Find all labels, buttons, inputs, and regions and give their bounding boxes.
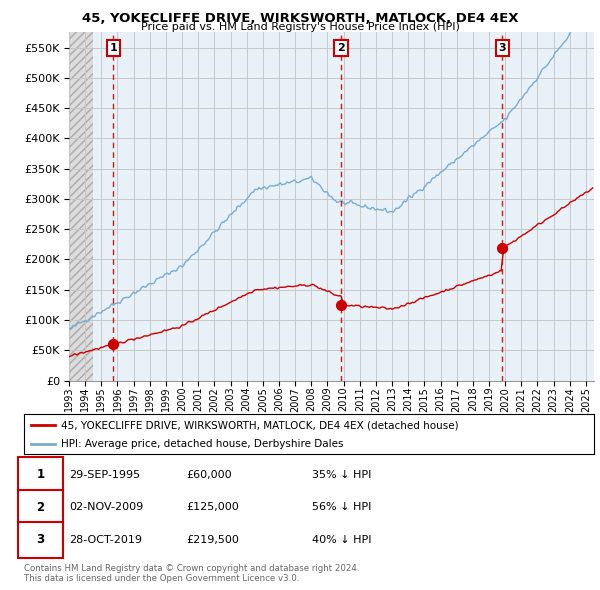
Bar (69, 32, 93, 381)
Text: 3: 3 (37, 533, 44, 546)
Text: 02-NOV-2009: 02-NOV-2009 (69, 503, 143, 512)
Text: 2: 2 (37, 501, 44, 514)
Text: 45, YOKECLIFFE DRIVE, WIRKSWORTH, MATLOCK, DE4 4EX: 45, YOKECLIFFE DRIVE, WIRKSWORTH, MATLOC… (82, 12, 518, 25)
Point (497, 243, 507, 253)
Text: Contains HM Land Registry data © Crown copyright and database right 2024.
This d: Contains HM Land Registry data © Crown c… (24, 563, 359, 583)
Text: 56% ↓ HPI: 56% ↓ HPI (312, 503, 371, 512)
Text: 40% ↓ HPI: 40% ↓ HPI (312, 535, 371, 545)
Text: 3: 3 (499, 43, 506, 53)
Text: £60,000: £60,000 (186, 470, 232, 480)
Text: 45, YOKECLIFFE DRIVE, WIRKSWORTH, MATLOCK, DE4 4EX (detached house): 45, YOKECLIFFE DRIVE, WIRKSWORTH, MATLOC… (61, 421, 458, 431)
Text: 2: 2 (337, 43, 345, 53)
Text: 1: 1 (37, 468, 44, 481)
Point (336, 300, 346, 310)
Text: 29-SEP-1995: 29-SEP-1995 (69, 470, 140, 480)
Point (109, 339, 118, 349)
Text: 28-OCT-2019: 28-OCT-2019 (69, 535, 142, 545)
Text: HPI: Average price, detached house, Derbyshire Dales: HPI: Average price, detached house, Derb… (61, 440, 344, 449)
Text: 35% ↓ HPI: 35% ↓ HPI (312, 470, 371, 480)
Text: £219,500: £219,500 (186, 535, 239, 545)
Text: 1: 1 (110, 43, 117, 53)
Text: Price paid vs. HM Land Registry's House Price Index (HPI): Price paid vs. HM Land Registry's House … (140, 22, 460, 32)
Text: £125,000: £125,000 (186, 503, 239, 512)
